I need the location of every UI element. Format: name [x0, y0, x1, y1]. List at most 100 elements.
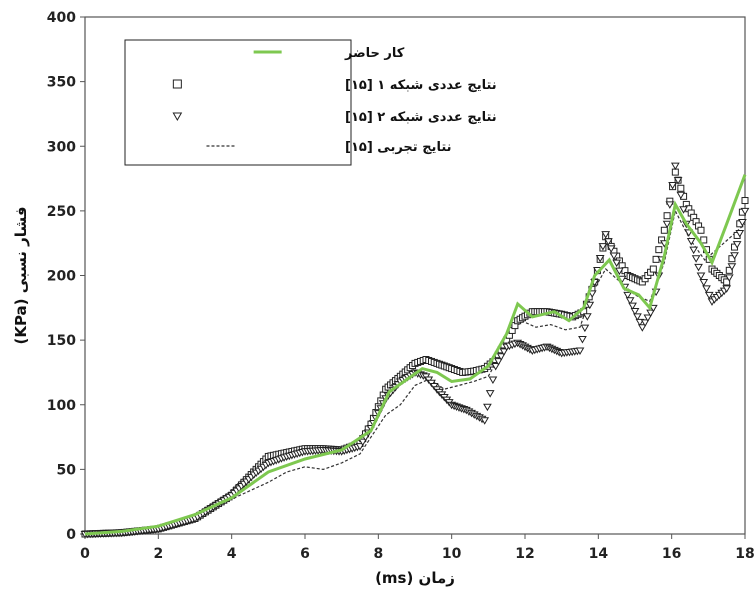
data-point-triangle — [665, 201, 675, 209]
data-point-triangle — [494, 358, 503, 366]
legend-label: کار حاضر — [344, 46, 405, 61]
data-point-square — [649, 265, 657, 273]
data-point-triangle — [668, 182, 677, 190]
data-point-triangle — [643, 314, 653, 322]
data-point-square — [660, 226, 668, 234]
data-point-triangle — [630, 308, 640, 316]
data-point-triangle — [637, 324, 647, 332]
data-point-triangle — [724, 274, 734, 282]
data-point-triangle — [615, 267, 624, 276]
data-point-triangle — [623, 291, 633, 300]
series-line-experimental — [84, 209, 746, 535]
data-point-triangle — [604, 238, 613, 246]
data-point-square — [723, 278, 731, 286]
y-tick-label: 150 — [47, 333, 76, 349]
data-point-triangle — [601, 231, 611, 239]
data-point-triangle — [640, 319, 650, 327]
data-point-triangle — [499, 348, 509, 356]
series-1 — [81, 168, 749, 538]
x-tick-label: 10 — [442, 546, 462, 562]
data-point-triangle — [488, 376, 498, 385]
y-tick-label: 100 — [47, 398, 76, 414]
legend-swatch-square — [172, 79, 182, 89]
data-point-triangle — [694, 263, 703, 272]
data-point-triangle — [628, 302, 637, 311]
data-point-triangle — [612, 259, 622, 268]
x-tick-label: 8 — [373, 546, 383, 562]
y-tick-label: 350 — [47, 75, 76, 91]
y-tick-label: 300 — [47, 139, 76, 155]
data-point-triangle — [585, 301, 595, 310]
data-point-triangle — [691, 255, 701, 263]
x-tick-label: 2 — [153, 546, 163, 562]
data-point-triangle — [575, 347, 585, 355]
data-point-triangle — [582, 313, 592, 321]
series-line-present-work — [84, 174, 747, 536]
data-point-triangle — [480, 417, 490, 425]
data-point-triangle — [676, 191, 686, 200]
data-point-triangle — [704, 291, 714, 300]
legend-label: نتایج عددی شبکه ۱ [۱۵] — [345, 78, 497, 93]
data-point-triangle — [722, 285, 732, 293]
series-layer — [80, 162, 750, 539]
legend-swatch-triangle — [172, 112, 183, 122]
data-point-triangle — [358, 438, 368, 447]
x-tick-label: 16 — [662, 546, 681, 562]
data-point-triangle — [578, 336, 587, 344]
data-point-triangle — [483, 403, 492, 412]
x-axis-title: زمان (ms) — [375, 569, 455, 587]
series-2 — [80, 162, 750, 539]
data-point-square — [697, 226, 705, 234]
data-point-triangle — [699, 278, 709, 287]
y-tick-label: 200 — [47, 269, 76, 285]
data-point-triangle — [670, 162, 680, 171]
x-tick-label: 18 — [735, 546, 754, 562]
data-point-triangle — [673, 177, 683, 185]
y-tick-label: 400 — [47, 10, 76, 26]
data-point-triangle — [609, 252, 619, 260]
data-point-triangle — [696, 272, 706, 280]
data-point-square — [700, 236, 708, 244]
data-point-triangle — [679, 206, 688, 214]
data-point-triangle — [580, 324, 590, 333]
legend-label: نتایج تجربی [۱۵] — [345, 140, 452, 155]
x-tick-label: 6 — [300, 546, 310, 562]
data-point-triangle — [702, 285, 711, 293]
legend-label: نتایج عددی شبکه ۲ [۱۵] — [345, 110, 497, 125]
data-point-triangle — [595, 255, 605, 263]
data-point-triangle — [496, 353, 506, 361]
data-point-triangle — [735, 230, 745, 238]
data-point-triangle — [485, 390, 495, 398]
data-point-square — [663, 212, 671, 220]
data-point-triangle — [633, 313, 642, 321]
data-point-square — [725, 266, 733, 274]
data-point-square — [655, 246, 663, 254]
x-tick-label: 14 — [589, 546, 609, 562]
x-tick-label: 0 — [80, 546, 90, 562]
data-point-square — [677, 184, 685, 192]
data-point-triangle — [491, 362, 501, 371]
y-tick-label: 250 — [47, 204, 76, 220]
series-0 — [84, 174, 747, 536]
y-tick-label: 0 — [66, 527, 76, 543]
data-point-triangle — [355, 443, 365, 451]
data-point-triangle — [730, 252, 739, 260]
data-point-square — [741, 197, 749, 205]
y-axis-title: فشار نسبی (KPa) — [12, 206, 30, 344]
data-point-triangle — [686, 238, 696, 246]
data-point-triangle — [727, 263, 737, 271]
axes-layer: 0 50 100 150 200 250 300 350 400 0 2 4 6 8 10 12 14 16 18 — [47, 10, 755, 562]
data-point-triangle — [740, 207, 750, 216]
series-3 — [84, 209, 746, 535]
x-tick-label: 12 — [515, 546, 534, 562]
data-point-triangle — [606, 245, 616, 253]
legend-box — [124, 39, 352, 166]
data-point-triangle — [648, 304, 658, 313]
data-point-triangle — [689, 246, 699, 255]
x-tick-label: 4 — [227, 546, 237, 562]
data-point-triangle — [662, 220, 672, 229]
y-tick-label: 50 — [57, 462, 77, 478]
data-point-triangle — [598, 243, 608, 251]
